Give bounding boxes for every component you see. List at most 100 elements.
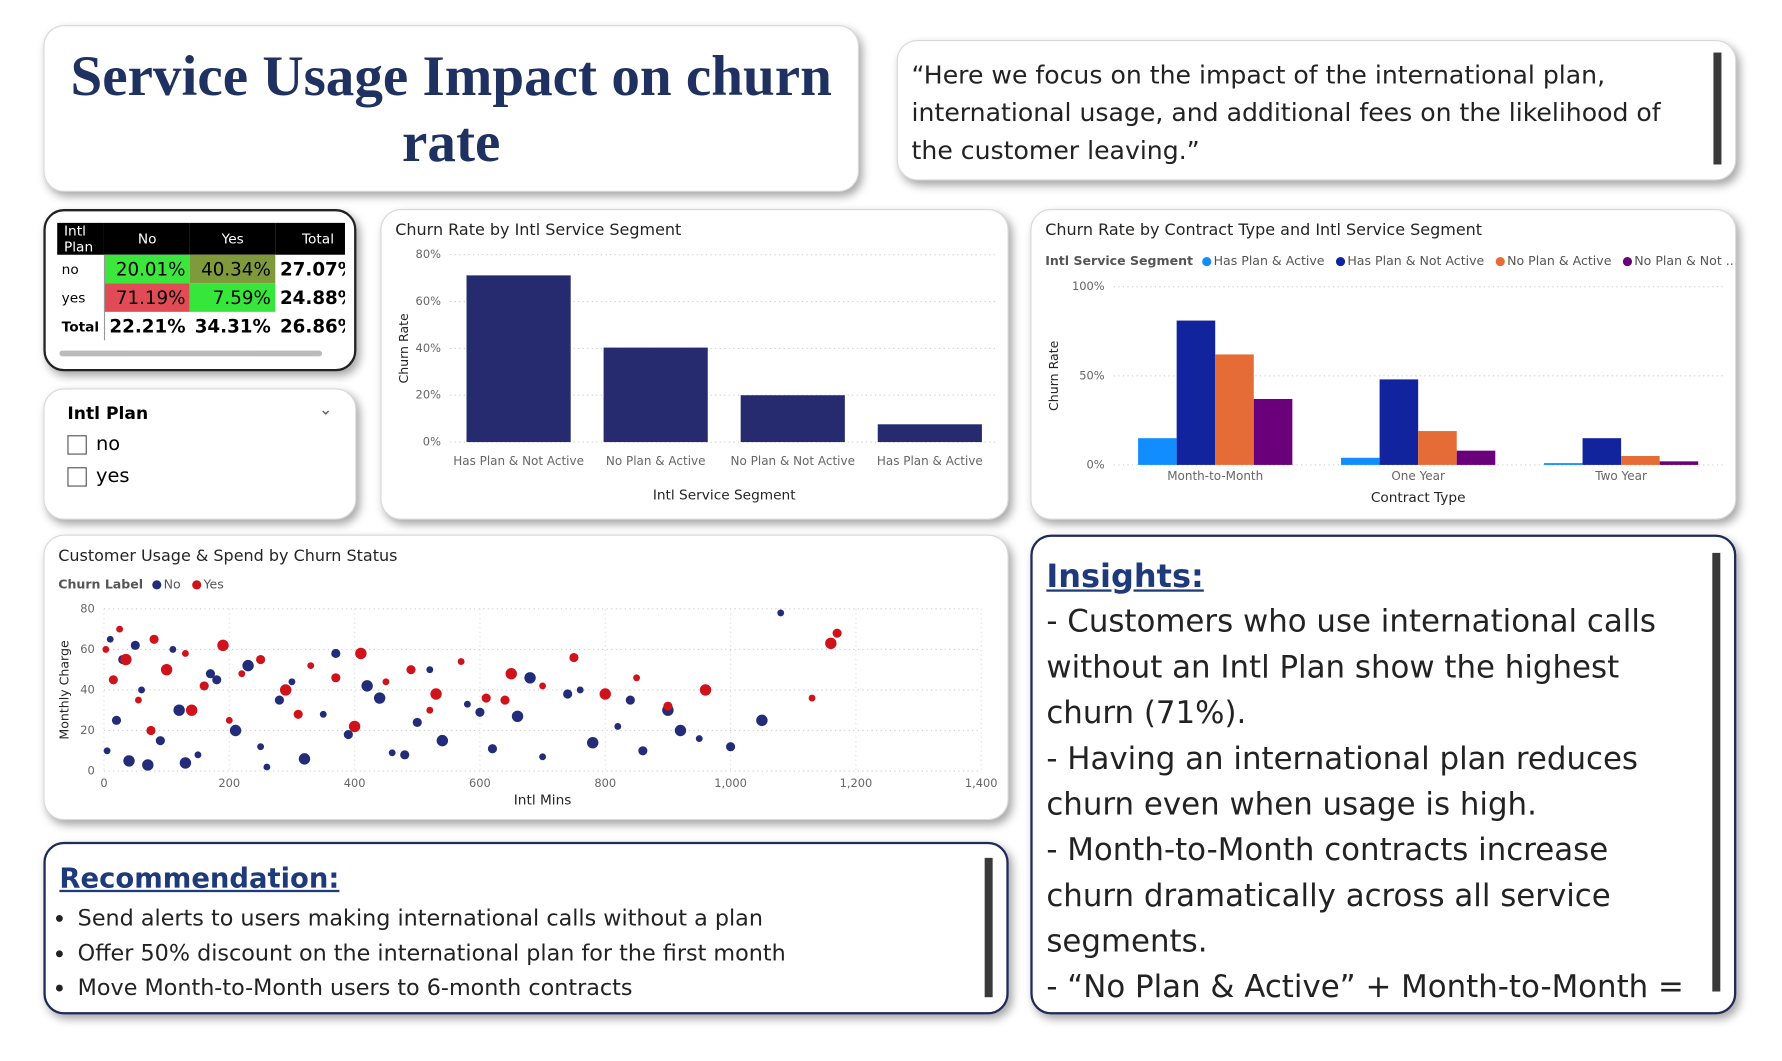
x-tick-label: 200 bbox=[218, 776, 240, 790]
legend-label: Has Plan & Not Active bbox=[1347, 253, 1484, 268]
column-header: Intl Plan bbox=[57, 222, 105, 255]
matrix-header: Intl Plan No Yes Total bbox=[57, 222, 345, 255]
accent-bar bbox=[984, 857, 993, 998]
chart-card: Churn Rate by Intl Service Segment 0% 20% 4… bbox=[380, 209, 1009, 520]
matrix: Intl PlanNoYesTotalno20.01%40.34%27.07%y… bbox=[57, 222, 345, 341]
bar bbox=[1379, 379, 1419, 465]
point bbox=[505, 668, 517, 680]
point bbox=[331, 673, 341, 683]
point bbox=[400, 750, 410, 760]
bar bbox=[877, 424, 982, 443]
point bbox=[307, 662, 315, 670]
option-label[interactable]: yes bbox=[95, 464, 130, 488]
point bbox=[726, 742, 736, 752]
y-axis-title: Churn Rate bbox=[1046, 340, 1061, 411]
y-tick-label: 80% bbox=[416, 247, 442, 261]
slicer-option[interactable]: no bbox=[67, 433, 355, 456]
x-tick-label: 400 bbox=[344, 776, 366, 790]
point bbox=[298, 753, 311, 765]
y-tick-label: 40% bbox=[416, 341, 442, 355]
point bbox=[587, 736, 599, 749]
point bbox=[120, 653, 132, 666]
column-header: No bbox=[104, 222, 191, 255]
y-tick-label: 20 bbox=[80, 723, 95, 737]
point bbox=[808, 694, 816, 702]
point bbox=[155, 736, 165, 746]
point bbox=[563, 689, 573, 699]
legend-swatch bbox=[1202, 257, 1212, 267]
legend-title: Intl Service Segment bbox=[1045, 253, 1193, 268]
recommendation-list: Send alerts to users making internationa… bbox=[57, 901, 1006, 1006]
accent-bar bbox=[1712, 552, 1721, 992]
point bbox=[348, 720, 361, 733]
slicer-option[interactable]: yes bbox=[67, 465, 355, 488]
recommendation-item: Offer 50% discount on the international … bbox=[78, 936, 1007, 971]
point bbox=[599, 688, 611, 700]
point bbox=[257, 743, 265, 751]
y-tick-label: 40 bbox=[80, 682, 95, 696]
point bbox=[173, 704, 185, 716]
point bbox=[130, 640, 140, 650]
x-tick-label: No Plan & Not Active bbox=[731, 454, 855, 468]
option-label[interactable]: no bbox=[95, 432, 121, 456]
point bbox=[481, 693, 491, 703]
point bbox=[569, 652, 579, 663]
point bbox=[475, 707, 485, 717]
point bbox=[238, 670, 246, 678]
x-tick-label: No Plan & Active bbox=[606, 454, 706, 468]
matrix-card: Intl PlanNoYesTotalno20.01%40.34%27.07%y… bbox=[43, 209, 357, 372]
legend-swatch bbox=[1335, 257, 1346, 267]
point bbox=[463, 700, 471, 708]
scrollbar bbox=[59, 350, 323, 357]
insight: - Month-to-Month contracts increase chur… bbox=[1046, 832, 1611, 960]
insights-card: Insights: - Customers who use internatio… bbox=[1030, 534, 1737, 1015]
point bbox=[123, 755, 135, 767]
x-axis-title: Contract Type bbox=[1371, 490, 1466, 506]
y-tick-label: 80 bbox=[80, 601, 95, 615]
point bbox=[111, 715, 122, 725]
bar bbox=[1456, 450, 1496, 465]
point bbox=[388, 749, 396, 757]
point bbox=[832, 628, 842, 638]
point bbox=[146, 725, 156, 736]
bar bbox=[1543, 463, 1583, 465]
matrix-cell: 20.01% bbox=[104, 254, 191, 284]
chart-card: Customer Usage & Spend by Churn Status 0 2… bbox=[43, 534, 1009, 821]
point bbox=[777, 609, 785, 617]
x-tick-label: 800 bbox=[594, 776, 616, 790]
bar bbox=[1253, 398, 1293, 465]
matrix-cell: 24.88% bbox=[279, 286, 345, 309]
insight: - “No Plan & Active” + Month-to-Month = … bbox=[1046, 969, 1684, 1006]
recommendation-card: Recommendation: Send alerts to users mak… bbox=[43, 841, 1009, 1015]
checkbox[interactable] bbox=[67, 466, 87, 487]
chart-card: Churn Rate by Contract Type and Intl Ser… bbox=[1030, 209, 1737, 520]
point bbox=[103, 747, 111, 755]
slicer: Intl Plan ⌄ no yes bbox=[43, 388, 357, 520]
bar bbox=[1215, 354, 1254, 465]
point bbox=[539, 753, 547, 761]
point bbox=[436, 734, 449, 747]
x-tick-label: Two Year bbox=[1594, 469, 1647, 483]
point bbox=[382, 678, 390, 686]
point bbox=[355, 647, 367, 660]
point bbox=[633, 674, 641, 682]
bar bbox=[603, 347, 708, 443]
point bbox=[361, 680, 373, 692]
point bbox=[457, 658, 465, 665]
legend-swatch bbox=[192, 580, 202, 590]
point bbox=[212, 675, 222, 685]
bar bbox=[1176, 320, 1216, 465]
point bbox=[138, 686, 145, 694]
point bbox=[426, 706, 434, 714]
point bbox=[412, 717, 422, 727]
y-tick-label: 0 bbox=[88, 764, 95, 778]
point bbox=[149, 634, 159, 644]
checkbox[interactable] bbox=[67, 434, 87, 455]
chevron[interactable]: ⌄ bbox=[319, 400, 333, 420]
point bbox=[288, 678, 296, 686]
matrix-cell: 7.59% bbox=[190, 283, 276, 312]
row-header: yes bbox=[57, 283, 105, 312]
